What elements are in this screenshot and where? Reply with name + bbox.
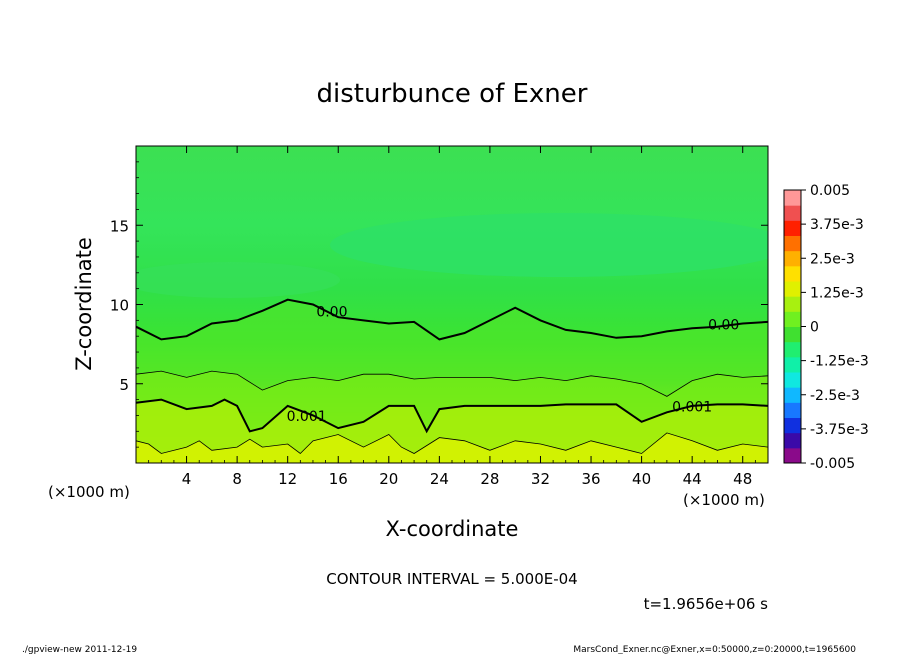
colorbar-label: 0.005: [810, 183, 850, 199]
x-unit-right: (×1000 m): [683, 491, 765, 509]
x-tick-label: 24: [430, 470, 449, 488]
x-tick-label: 48: [733, 470, 752, 488]
time-label: t=1.9656e+06 s: [644, 595, 769, 613]
x-unit-left: (×1000 m): [48, 483, 130, 501]
colorbar-labels: 0.005 3.75e-3 2.5e-3 1.25e-3 0 -1.25e-3 -2.5e-…: [801, 183, 869, 472]
field-band-below-0015: [136, 432, 768, 463]
contour-labels: 0.00 0.00 0.001 0.001: [287, 305, 740, 426]
colorbar-swatch: [784, 432, 801, 449]
colorbar-swatch: [784, 402, 801, 418]
colorbar: [783, 189, 802, 464]
colorbar-label: -3.75e-3: [810, 422, 869, 438]
colorbar-swatch: [784, 190, 801, 206]
colorbar-label: 2.5e-3: [810, 251, 855, 267]
x-axis-label: X-coordinate: [386, 517, 519, 541]
colorbar-swatch: [784, 235, 801, 252]
colorbar-swatch: [784, 417, 801, 434]
colorbar-swatch: [784, 372, 801, 388]
colorbar-label: 1.25e-3: [810, 285, 864, 301]
field-patch-upper-right: [330, 213, 768, 277]
colorbar-label: -0.005: [810, 456, 855, 472]
x-tick-label: 40: [632, 470, 651, 488]
x-tick-label: 4: [182, 470, 192, 488]
contour-label: 0.00: [708, 317, 739, 333]
colorbar-swatch: [784, 296, 801, 312]
contour-interval-note: CONTOUR INTERVAL = 5.000E-04: [326, 570, 577, 588]
footer-left: ./gpview-new 2011-12-19: [22, 645, 137, 654]
colorbar-swatch: [784, 341, 801, 358]
x-tick-label: 16: [329, 470, 348, 488]
y-axis-label: Z-coordinate: [72, 237, 96, 371]
x-tick-label: 8: [232, 470, 242, 488]
colorbar-swatch: [784, 311, 801, 327]
x-tick-label: 12: [278, 470, 297, 488]
x-axis-ticks: 4 8 12 16 20 24 28 32 36 40 44 48: [148, 146, 756, 488]
chart-title: disturbunce of Exner: [317, 79, 588, 109]
colorbar-label: -2.5e-3: [810, 388, 860, 404]
colorbar-label: 0: [810, 320, 819, 336]
x-tick-label: 32: [531, 470, 550, 488]
colorbar-swatch: [784, 281, 801, 297]
colorbar-swatch: [784, 356, 801, 373]
contour-label: 0.001: [672, 400, 712, 416]
x-tick-label: 20: [379, 470, 398, 488]
x-tick-label: 28: [480, 470, 499, 488]
colorbar-swatch: [784, 250, 801, 267]
x-tick-label: 44: [683, 470, 702, 488]
y-tick-label: 10: [110, 297, 129, 315]
contour-line-0015: [136, 432, 768, 455]
colorbar-swatch: [784, 220, 801, 236]
contour-line-zero: [136, 298, 768, 341]
plot-area: 0.00 0.00 0.001 0.001: [136, 146, 768, 463]
colorbar-swatch: [784, 205, 801, 221]
y-tick-label: 5: [119, 376, 129, 394]
colorbar-swatch: [784, 387, 801, 403]
contour-line-001: [136, 398, 768, 434]
contour-label: 0.001: [287, 409, 327, 425]
y-tick-label: 15: [110, 217, 129, 235]
y-axis-ticks: 5 10 15: [110, 161, 768, 448]
colorbar-label: -1.25e-3: [810, 354, 869, 370]
footer-right: MarsCond_Exner.nc@Exner,x=0:50000,z=0:20…: [573, 645, 856, 654]
contour-label: 0.00: [316, 305, 347, 321]
colorbar-swatch: [784, 265, 801, 282]
contour-line-0005: [136, 370, 768, 397]
colorbar-swatch: [784, 326, 801, 343]
colorbar-swatch: [784, 447, 801, 464]
colorbar-label: 3.75e-3: [810, 217, 864, 233]
field-patch-upper-left: [136, 262, 340, 298]
x-tick-label: 36: [581, 470, 600, 488]
